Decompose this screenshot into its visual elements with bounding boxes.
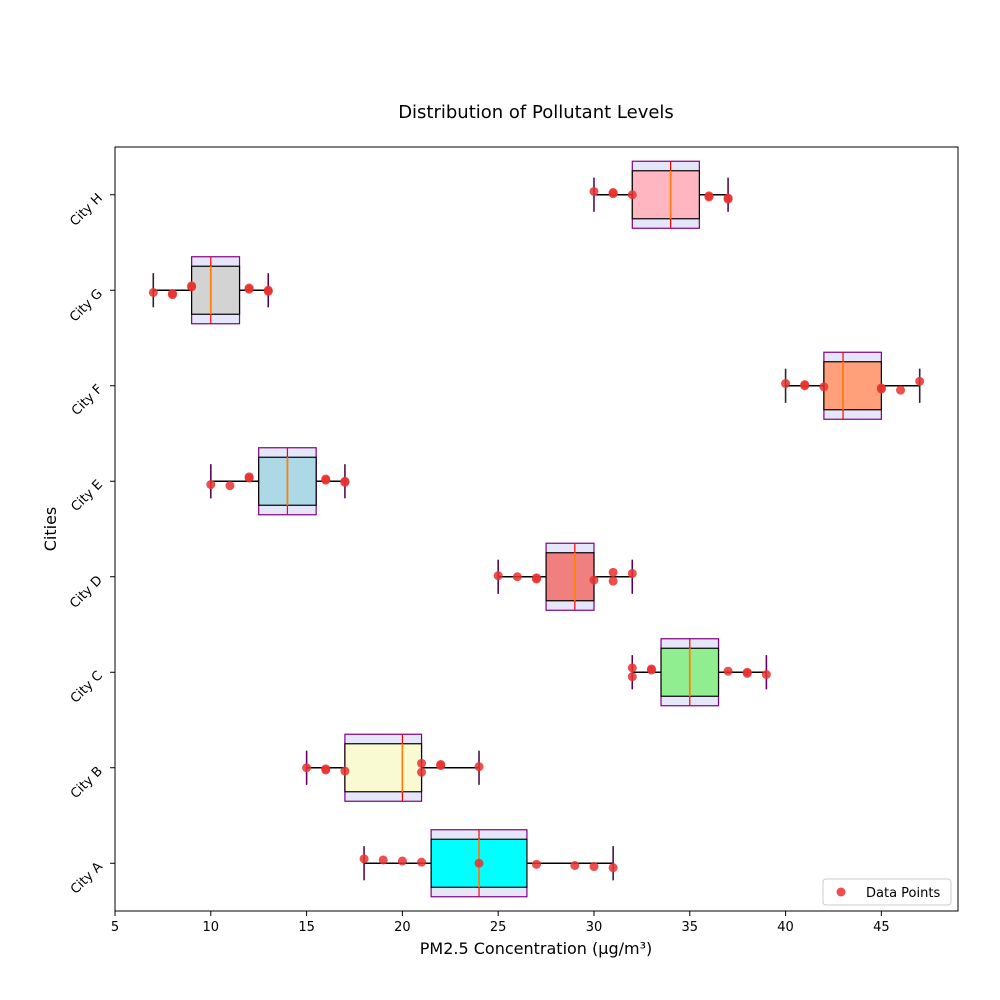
y-tick-label: City G xyxy=(67,286,106,325)
data-point xyxy=(359,854,369,864)
y-axis-label: Cities xyxy=(41,507,60,552)
data-point xyxy=(589,186,599,196)
data-point xyxy=(244,284,254,294)
data-point xyxy=(436,761,446,771)
box-group xyxy=(148,256,273,325)
data-point xyxy=(474,762,484,772)
data-point xyxy=(915,376,925,386)
x-axis-label: PM2.5 Concentration (µg/m³) xyxy=(420,939,652,958)
box-inner xyxy=(191,265,241,315)
data-point xyxy=(704,192,714,202)
data-point xyxy=(397,856,407,866)
legend-label: Data Points xyxy=(866,886,940,901)
box-inner xyxy=(344,743,423,793)
data-point xyxy=(225,481,235,491)
y-tick-label: City E xyxy=(68,477,105,514)
legend: Data Points xyxy=(822,878,952,906)
data-point xyxy=(608,189,618,199)
box-inner xyxy=(545,552,595,602)
data-point xyxy=(589,575,599,585)
y-tick-label: City F xyxy=(69,382,106,419)
x-tick-label: 20 xyxy=(394,920,411,935)
data-point xyxy=(206,480,216,490)
data-point xyxy=(321,475,331,485)
box-inner xyxy=(823,361,882,411)
y-axis: City A City B City C City D City E City F City… xyxy=(67,191,115,897)
data-point xyxy=(723,666,733,676)
data-point xyxy=(302,763,312,773)
data-point xyxy=(417,758,427,768)
box-group xyxy=(493,542,637,611)
data-point xyxy=(781,379,791,389)
data-point xyxy=(723,194,733,204)
x-tick-label: 35 xyxy=(681,920,698,935)
data-point xyxy=(148,287,158,297)
box-group xyxy=(589,160,733,229)
box-group xyxy=(302,733,484,802)
data-point xyxy=(627,190,637,200)
data-point xyxy=(627,672,637,682)
data-point xyxy=(627,568,637,578)
x-tick-label: 25 xyxy=(490,920,507,935)
x-tick-label: 15 xyxy=(298,920,315,935)
data-point xyxy=(589,862,599,872)
data-point xyxy=(512,572,522,582)
data-point xyxy=(493,571,503,581)
data-point xyxy=(378,855,388,865)
data-point xyxy=(321,765,331,775)
y-tick-label: City H xyxy=(67,191,105,229)
y-tick-label: City B xyxy=(68,764,106,802)
data-point xyxy=(340,477,350,487)
x-tick-label: 40 xyxy=(777,920,794,935)
data-point xyxy=(608,863,618,873)
data-point xyxy=(532,574,541,584)
legend-marker xyxy=(836,887,846,897)
legend-box xyxy=(822,878,952,906)
box-group xyxy=(627,638,771,707)
data-point xyxy=(646,665,656,675)
x-axis: 5 10 15 20 25 30 35 40 45 xyxy=(111,911,890,935)
x-tick-label: 30 xyxy=(586,920,603,935)
y-tick-label: City D xyxy=(67,573,106,612)
data-point xyxy=(263,286,273,296)
data-point xyxy=(608,576,618,586)
data-point xyxy=(761,669,771,679)
plot-area xyxy=(148,160,925,898)
data-point xyxy=(417,767,427,777)
data-point xyxy=(167,290,177,300)
box-group xyxy=(359,829,618,898)
data-point xyxy=(876,384,886,394)
y-tick-label: City C xyxy=(68,668,106,706)
x-tick-label: 10 xyxy=(203,920,220,935)
data-point xyxy=(800,381,810,391)
x-tick-label: 5 xyxy=(111,920,119,935)
y-tick-label: City A xyxy=(68,859,106,897)
data-point xyxy=(627,663,637,673)
data-point xyxy=(532,859,541,869)
data-point xyxy=(187,282,197,292)
data-point xyxy=(819,382,829,392)
box-inner xyxy=(631,170,700,220)
data-point xyxy=(340,766,350,776)
data-point xyxy=(896,385,906,395)
data-point xyxy=(608,567,618,577)
data-point xyxy=(244,473,254,483)
data-point xyxy=(570,860,580,870)
data-point xyxy=(742,668,752,678)
data-point xyxy=(474,858,484,868)
chart-title: Distribution of Pollutant Levels xyxy=(398,102,674,123)
box-group xyxy=(206,447,350,516)
box-group xyxy=(781,351,925,420)
data-point xyxy=(417,857,427,867)
x-tick-label: 45 xyxy=(873,920,890,935)
plot-frame xyxy=(114,146,959,912)
